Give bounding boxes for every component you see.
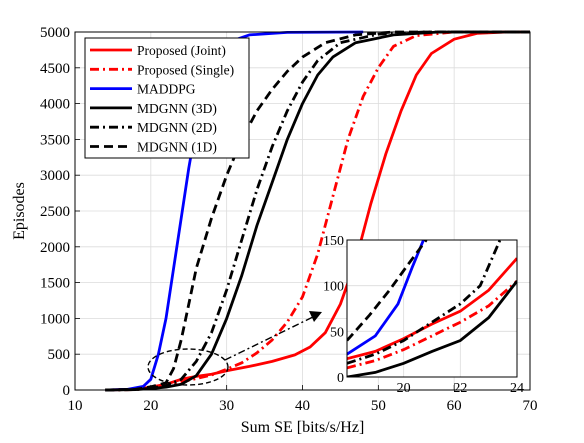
y-tick-label: 500	[48, 347, 71, 363]
x-tick-label: 10	[68, 398, 83, 414]
inset-series-line	[347, 240, 502, 365]
zoom-arrow-head	[309, 311, 322, 322]
legend-label: MDGNN (1D)	[137, 140, 217, 155]
inset-y-tick-label: 150	[323, 234, 344, 249]
y-tick-label: 2000	[40, 240, 70, 256]
y-tick-label: 3000	[40, 168, 70, 184]
legend-box	[84, 37, 250, 159]
y-tick-label: 1000	[40, 311, 70, 327]
y-tick-label: 1500	[40, 276, 70, 292]
x-tick-label: 20	[143, 398, 158, 414]
series-line	[105, 30, 530, 392]
inset-series-line	[347, 280, 517, 377]
zoom-region-ellipse	[147, 348, 229, 386]
zoom-arrow-line	[224, 315, 316, 361]
legend-label: MDGNN (3D)	[137, 101, 217, 116]
x-tick-label: 30	[219, 398, 234, 414]
y-tick-label: 2500	[40, 204, 70, 220]
inset-series-line	[347, 240, 425, 356]
legend-label: Proposed (Single)	[137, 62, 234, 77]
x-tick-label: 60	[447, 398, 462, 414]
inset-y-tick-label: 0	[337, 371, 344, 386]
plot-frame	[74, 31, 531, 391]
y-tick-label: 0	[63, 383, 71, 399]
inset-y-tick-label: 50	[330, 325, 344, 340]
inset-y-tick-label: 100	[323, 280, 344, 295]
y-tick-label: 5000	[40, 25, 70, 41]
y-axis-label: Episodes	[11, 182, 28, 240]
inset-x-tick-label: 24	[510, 381, 524, 396]
x-tick-label: 40	[295, 398, 310, 414]
series-line	[105, 30, 530, 392]
x-axis-label: Sum SE [bits/s/Hz]	[241, 419, 365, 436]
inset-series-line	[347, 257, 517, 361]
x-tick-label: 70	[523, 398, 538, 414]
x-tick-label: 50	[371, 398, 386, 414]
y-tick-label: 4000	[40, 97, 70, 113]
legend-label: MDGNN (2D)	[137, 120, 217, 135]
series-line	[105, 30, 530, 392]
inset-x-tick-label: 20	[397, 381, 411, 396]
legend-label: Proposed (Joint)	[137, 43, 226, 58]
inset-series-line	[347, 280, 517, 370]
y-tick-label: 4500	[40, 61, 70, 77]
legend-label: MADDPG	[137, 82, 196, 97]
series-line	[105, 30, 530, 392]
inset-x-tick-label: 22	[453, 381, 467, 396]
inset-frame	[346, 239, 518, 378]
y-tick-label: 3500	[40, 132, 70, 148]
inset-series-line	[347, 240, 428, 342]
